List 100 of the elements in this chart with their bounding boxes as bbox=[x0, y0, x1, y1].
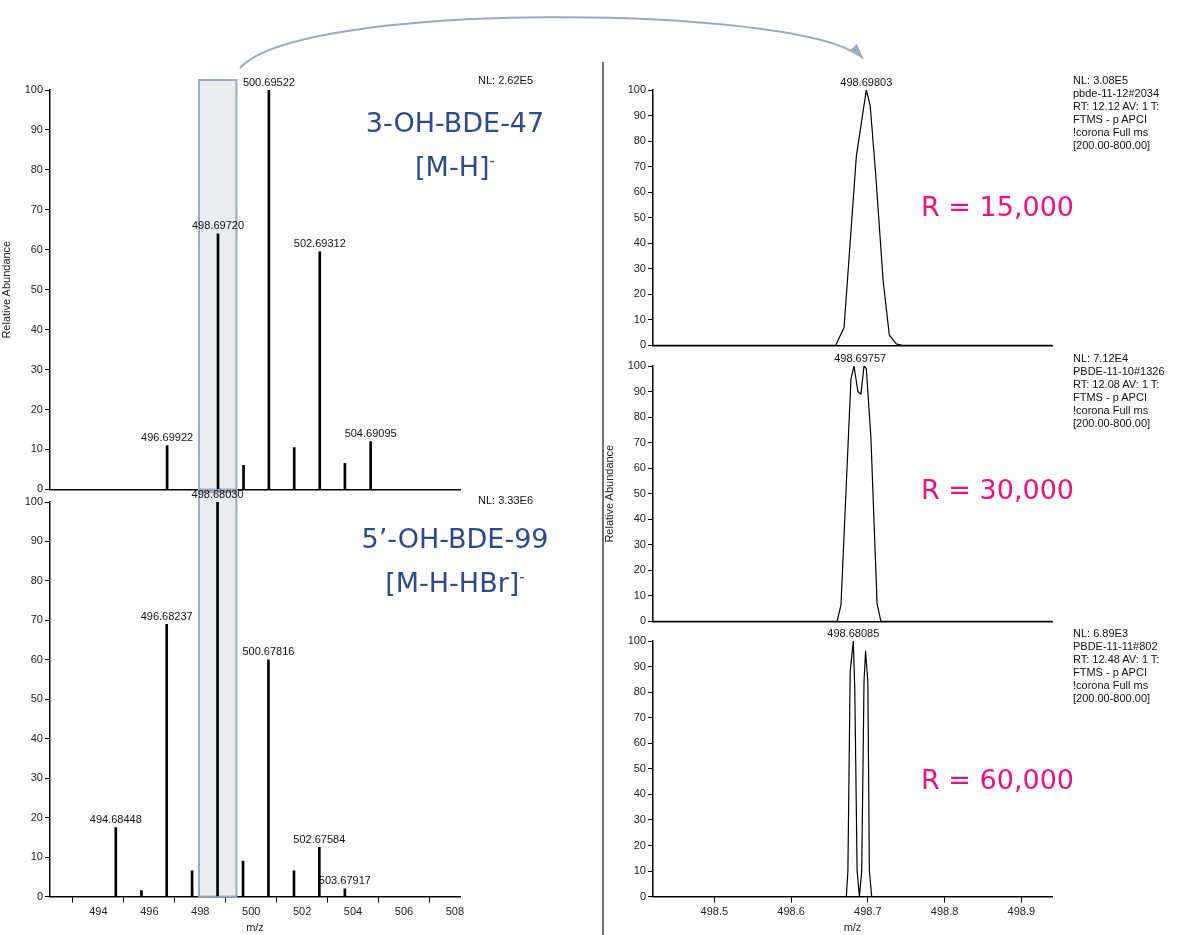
y-tick-label: 90 bbox=[30, 534, 43, 547]
y-tick-label: 20 bbox=[633, 563, 646, 576]
text: NL: 3.08E5 bbox=[1073, 74, 1129, 86]
y-tick-label: 30 bbox=[633, 812, 646, 825]
bar bbox=[216, 502, 219, 897]
y-tick-label: 50 bbox=[633, 210, 646, 223]
y-tick-label: 100 bbox=[627, 83, 646, 96]
text: PBDE-11-11#802 bbox=[1073, 640, 1158, 652]
y-tick-label: 0 bbox=[639, 889, 646, 902]
y-tick-label: 60 bbox=[30, 242, 43, 255]
y-tick-label: 20 bbox=[30, 810, 43, 823]
text: [200.00-800.00] bbox=[1073, 139, 1151, 151]
y-tick-label: 90 bbox=[30, 122, 43, 135]
y-tick-label: 0 bbox=[639, 614, 646, 627]
y-tick-label: 40 bbox=[30, 731, 43, 744]
annotation: 498.68085 bbox=[827, 626, 880, 639]
y-axis-title: Relative Abundance bbox=[602, 444, 615, 543]
y-tick-label: 100 bbox=[24, 495, 43, 508]
y-tick-label: 50 bbox=[633, 486, 646, 499]
text: !corona Full ms bbox=[1073, 404, 1149, 416]
text: FTMS - p APCI bbox=[1073, 666, 1147, 678]
x-tick-label: 498.7 bbox=[854, 905, 882, 918]
annotation: R = 30,000 bbox=[921, 473, 1075, 507]
y-tick-label: 10 bbox=[633, 588, 646, 601]
y-tick-label: 50 bbox=[633, 761, 646, 774]
y-tick-label: 10 bbox=[30, 850, 43, 863]
annotation: R = 15,000 bbox=[921, 190, 1075, 224]
y-tick-label: 80 bbox=[30, 573, 43, 586]
y-tick-label: 20 bbox=[30, 402, 43, 415]
y-tick-label: 100 bbox=[627, 359, 646, 372]
y-tick-label: 50 bbox=[30, 692, 43, 705]
text: NL: 2.62E5 bbox=[478, 74, 534, 87]
text: RT: 12.12 AV: 1 T: bbox=[1073, 100, 1160, 112]
y-tick-label: 30 bbox=[633, 261, 646, 274]
text: [200.00-800.00] bbox=[1073, 417, 1151, 429]
y-tick-label: 80 bbox=[633, 134, 646, 147]
annotation: 502.67584 bbox=[293, 832, 346, 845]
annotation: 5’-OH-BDE-99 bbox=[361, 523, 549, 554]
text: pbde-11-12#2034 bbox=[1073, 87, 1160, 99]
text: RT: 12.48 AV: 1 T: bbox=[1073, 653, 1160, 665]
x-tick-label: 498 bbox=[191, 905, 210, 918]
text: NL: 6.89E3 bbox=[1073, 627, 1129, 639]
annotation: 498.69803 bbox=[840, 75, 893, 88]
y-tick-label: 20 bbox=[633, 838, 646, 851]
y-tick-label: 10 bbox=[633, 312, 646, 325]
annotation: R = 60,000 bbox=[921, 763, 1075, 797]
x-tick-label: 506 bbox=[394, 905, 414, 918]
x-tick-label: 496 bbox=[140, 905, 159, 918]
text: !corona Full ms bbox=[1073, 126, 1149, 138]
y-tick-label: 70 bbox=[30, 202, 43, 215]
y-tick-label: 40 bbox=[633, 236, 646, 249]
y-tick-label: 10 bbox=[633, 864, 646, 877]
text: FTMS - p APCI bbox=[1073, 113, 1147, 125]
x-axis-title: m/z bbox=[246, 921, 264, 934]
x-axis-title: m/z bbox=[843, 921, 862, 934]
y-tick-label: 40 bbox=[633, 512, 646, 525]
x-tick-label: 498.9 bbox=[1007, 905, 1036, 918]
text: FTMS - p APCI bbox=[1073, 391, 1147, 403]
x-tick-label: 504 bbox=[343, 905, 363, 918]
y-tick-label: 60 bbox=[633, 461, 646, 474]
y-tick-label: 80 bbox=[30, 162, 43, 175]
annotation: 498.68030 bbox=[191, 487, 244, 500]
x-tick-label: 500 bbox=[242, 905, 261, 918]
x-tick-label: 494 bbox=[89, 905, 108, 918]
y-tick-label: 60 bbox=[633, 736, 646, 749]
y-tick-label: 30 bbox=[30, 362, 43, 375]
annotation: 502.69312 bbox=[293, 237, 346, 250]
y-tick-label: 100 bbox=[24, 83, 43, 96]
y-tick-label: 70 bbox=[30, 613, 43, 626]
y-tick-label: 20 bbox=[633, 287, 646, 300]
x-tick-label: 502 bbox=[292, 905, 312, 918]
x-tick-label: 498.5 bbox=[700, 905, 729, 918]
y-tick-label: 0 bbox=[36, 482, 43, 495]
y-axis-title: Relative Abundance bbox=[0, 240, 12, 339]
y-tick-label: 30 bbox=[633, 537, 646, 550]
annotation: 500.67816 bbox=[242, 645, 295, 658]
text: PBDE-11-10#1326 bbox=[1073, 365, 1165, 377]
text: NL: 7.12E4 bbox=[1073, 352, 1129, 364]
y-tick-label: 70 bbox=[633, 159, 646, 172]
y-tick-label: 100 bbox=[627, 634, 646, 647]
x-tick-label: 498.6 bbox=[777, 905, 805, 918]
y-tick-label: 90 bbox=[633, 108, 646, 121]
y-tick-label: 90 bbox=[633, 384, 646, 397]
y-tick-label: 40 bbox=[633, 787, 646, 800]
annotation: 494.68448 bbox=[89, 813, 142, 826]
y-tick-label: 60 bbox=[633, 185, 646, 198]
y-tick-label: 0 bbox=[639, 338, 646, 351]
x-tick-label: 508 bbox=[445, 905, 465, 918]
y-tick-label: 50 bbox=[30, 282, 43, 295]
annotation: 3-OH-BDE-47 bbox=[365, 107, 545, 138]
y-tick-label: 40 bbox=[30, 322, 43, 335]
y-tick-label: 80 bbox=[633, 685, 646, 698]
text: RT: 12.08 AV: 1 T: bbox=[1073, 378, 1160, 390]
annotation: 498.69757 bbox=[834, 351, 887, 364]
text: !corona Full ms bbox=[1073, 679, 1149, 691]
annotation: [M-H]$^{-}$ bbox=[415, 151, 495, 182]
text: [200.00-800.00] bbox=[1073, 692, 1151, 704]
x-tick-label: 498.8 bbox=[930, 905, 959, 918]
text: NL: 3.33E6 bbox=[478, 494, 534, 507]
annotation: 500.69522 bbox=[242, 75, 295, 88]
